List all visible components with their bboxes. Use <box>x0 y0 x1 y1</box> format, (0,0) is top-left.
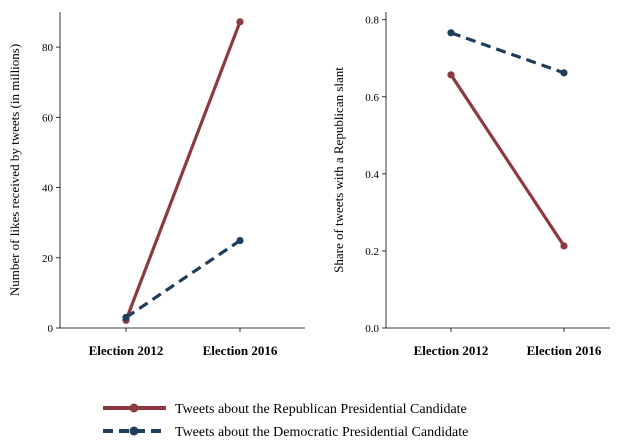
x-tick-label: Election 2012 <box>414 343 489 358</box>
legend-republican-marker <box>129 403 139 413</box>
y-tick-label: 40 <box>42 183 54 195</box>
y-axis-title: Share of tweets with a Republican slant <box>331 67 346 273</box>
data-point-republican <box>560 242 568 250</box>
y-tick-label: 0.6 <box>365 92 379 104</box>
y-tick-label: 0.0 <box>365 323 379 335</box>
series-line-democratic <box>450 31 565 75</box>
legend-republican-label: Tweets about the Republican Presidential… <box>175 402 467 417</box>
data-point-republican <box>447 71 455 79</box>
data-point-democratic <box>447 29 455 37</box>
legend: Tweets about the Republican Presidential… <box>103 402 468 440</box>
series-line-republican <box>124 21 242 321</box>
data-point-democratic <box>236 236 244 245</box>
likes-chart-panel: 0 20 40 60 80 Election 2012 Election 2016 Numbe… <box>7 12 305 358</box>
data-point-democratic <box>560 69 568 77</box>
y-tick-label: 80 <box>42 42 54 54</box>
legend-democratic-label: Tweets about the Democratic Presidential… <box>175 425 468 440</box>
series-line-republican <box>449 73 566 247</box>
y-tick-label: 0.2 <box>365 246 379 258</box>
data-point-democratic <box>122 313 130 322</box>
y-axis-title: Number of likes received by tweets (in m… <box>7 44 22 296</box>
x-tick-label: Election 2012 <box>89 343 164 358</box>
slant-share-chart-panel: 0.0 0.2 0.4 0.6 0.8 Election 2012 Election 201… <box>331 12 610 358</box>
y-tick-label: 60 <box>42 112 54 124</box>
series-line-democratic <box>125 239 241 319</box>
legend-democratic-marker <box>129 426 139 436</box>
x-tick-label: Election 2016 <box>203 343 278 358</box>
data-point-republican <box>236 18 244 26</box>
y-tick-label: 20 <box>42 253 54 265</box>
y-tick-label: 0 <box>48 323 54 335</box>
x-tick-label: Election 2016 <box>527 343 602 358</box>
y-tick-label: 0.4 <box>365 169 379 181</box>
y-tick-label: 0.8 <box>365 15 379 27</box>
